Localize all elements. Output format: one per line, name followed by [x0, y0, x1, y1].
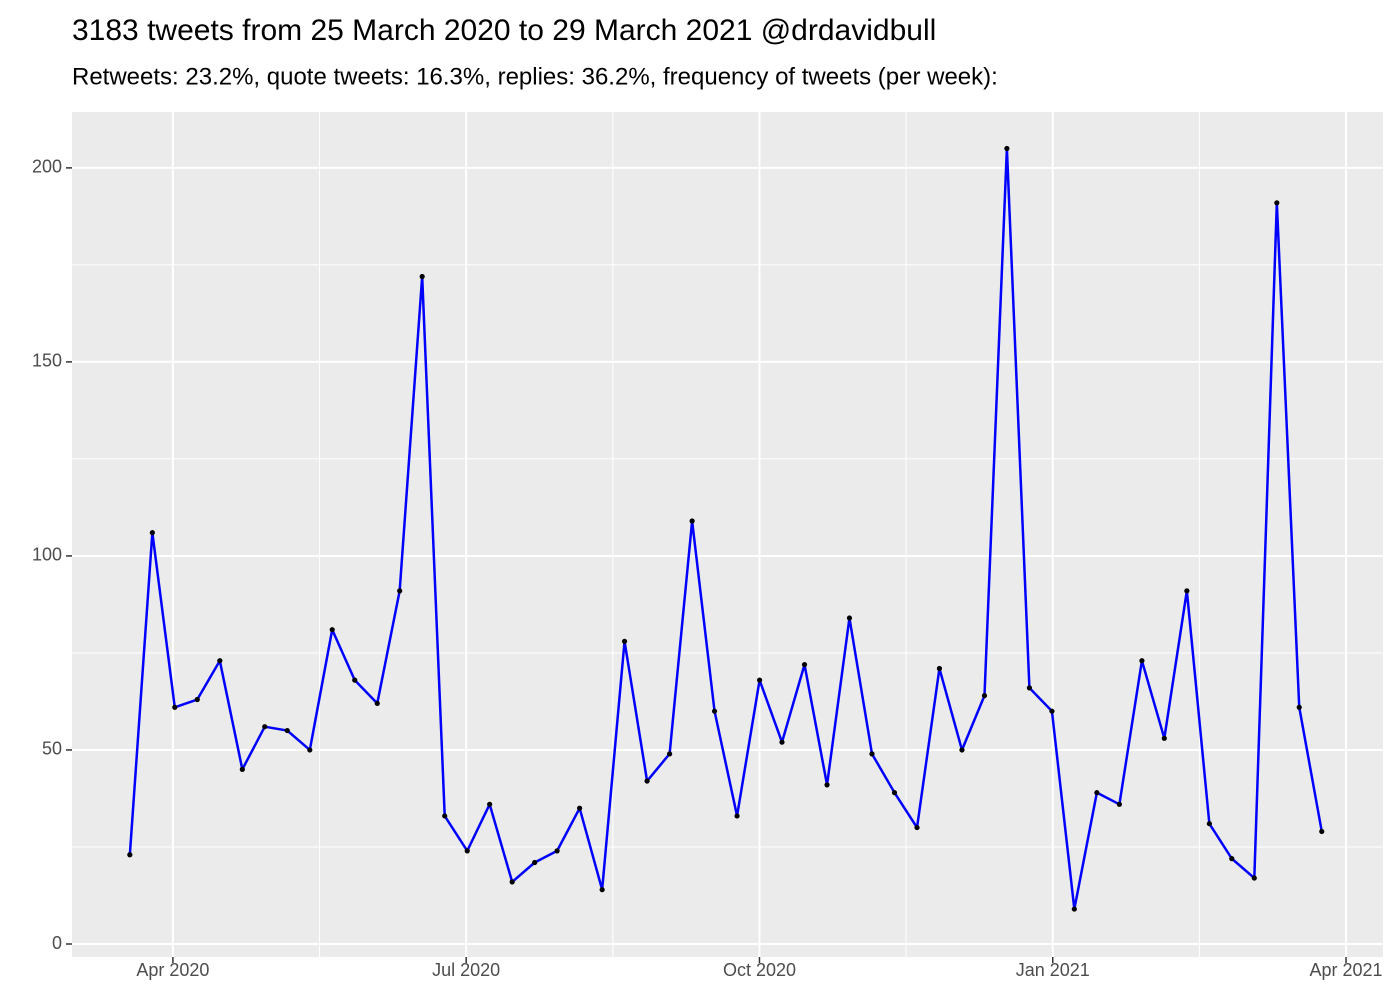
chart-subtitle: Retweets: 23.2%, quote tweets: 16.3%, re… — [72, 63, 998, 90]
point — [1184, 588, 1190, 594]
point — [127, 852, 133, 858]
point — [1049, 708, 1055, 714]
point — [464, 848, 470, 854]
point — [329, 627, 335, 633]
point — [239, 766, 245, 772]
point — [1206, 821, 1212, 827]
point — [374, 700, 380, 707]
point — [352, 677, 358, 683]
y-tick-label: 0 — [52, 933, 62, 953]
point — [1229, 856, 1235, 862]
point — [936, 665, 943, 672]
point — [487, 801, 493, 807]
point — [1161, 735, 1167, 741]
point — [442, 813, 448, 819]
point — [689, 518, 695, 524]
y-tick-label: 200 — [32, 157, 62, 177]
point — [846, 615, 853, 621]
point — [554, 848, 560, 854]
point — [194, 696, 200, 703]
point — [981, 693, 988, 699]
x-tick-label: Oct 2020 — [723, 960, 796, 980]
point — [419, 273, 425, 280]
line — [128, 147, 1323, 911]
y-tick-label: 50 — [42, 739, 62, 759]
point — [891, 790, 898, 796]
point — [1296, 704, 1302, 710]
point — [1094, 790, 1100, 796]
point — [1071, 906, 1077, 912]
point — [307, 747, 313, 753]
plot-panel — [72, 112, 1383, 957]
point — [801, 661, 808, 668]
point — [599, 887, 605, 893]
x-tick-label: Apr 2021 — [1310, 960, 1383, 980]
point — [172, 704, 178, 710]
point — [1319, 828, 1325, 835]
point — [667, 751, 673, 757]
point — [509, 879, 515, 885]
point — [1251, 875, 1257, 881]
point — [284, 727, 290, 734]
y-tick-label: 100 — [32, 545, 62, 565]
point — [1139, 658, 1145, 664]
point — [711, 708, 718, 714]
point — [532, 859, 538, 866]
point — [1004, 145, 1010, 152]
point — [869, 751, 875, 757]
point — [149, 530, 155, 536]
x-tick-label: Jul 2020 — [432, 960, 500, 980]
point — [397, 588, 403, 594]
point — [217, 658, 223, 664]
point — [577, 805, 583, 811]
chart-title: 3183 tweets from 25 March 2020 to 29 Mar… — [72, 14, 936, 47]
point — [621, 638, 628, 644]
point — [959, 747, 965, 753]
point — [1026, 685, 1033, 691]
point — [644, 778, 650, 784]
point — [1274, 200, 1280, 206]
x-tick-label: Apr 2020 — [136, 960, 209, 980]
point — [262, 724, 268, 730]
point — [779, 739, 785, 745]
x-tick-label: Jan 2021 — [1016, 960, 1090, 980]
point — [824, 782, 830, 788]
point — [1116, 801, 1122, 807]
point — [756, 677, 763, 683]
point — [914, 824, 920, 831]
y-tick-label: 150 — [32, 351, 62, 371]
point — [734, 813, 740, 819]
